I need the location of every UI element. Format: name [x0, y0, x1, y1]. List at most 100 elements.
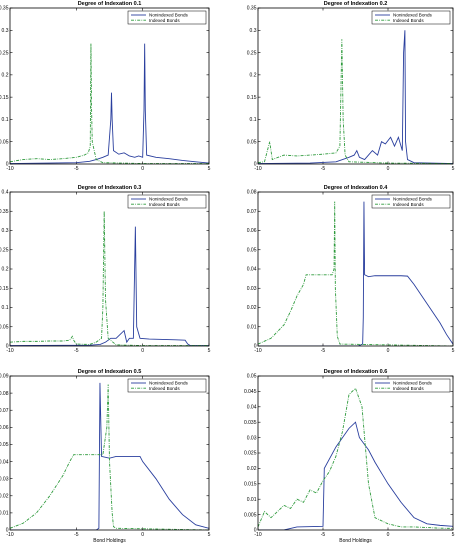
- y-tick-label: 0.02: [247, 466, 257, 472]
- y-tick-label: 0.06: [247, 228, 257, 234]
- y-tick-label: 0.05: [0, 139, 9, 145]
- series-line-nonindexed: [258, 421, 453, 530]
- series-line-nonindexed: [258, 30, 453, 164]
- y-tick-label: 0.3: [2, 28, 9, 34]
- x-tick-label: -5: [321, 166, 326, 172]
- y-tick-label: 0.08: [247, 190, 257, 196]
- x-axis-label: Bond Holdings: [93, 538, 126, 544]
- y-tick-label: 0.06: [0, 425, 9, 431]
- x-tick-label: -5: [74, 532, 79, 538]
- x-tick-label: -10: [6, 166, 13, 172]
- y-tick-label: 0.035: [244, 420, 257, 426]
- legend-label: Indexed Bonds: [149, 18, 180, 23]
- series-line-indexed: [10, 43, 209, 164]
- y-tick-label: 0.2: [2, 73, 9, 79]
- y-tick-label: 0.15: [247, 95, 257, 101]
- y-tick-label: 0.3: [250, 28, 257, 34]
- y-tick-label: 0.01: [0, 511, 9, 517]
- y-tick-label: 0.04: [247, 405, 257, 411]
- y-tick-label: 0.15: [0, 286, 9, 292]
- chart-title: Degree of Indexation 0.2: [324, 1, 388, 7]
- chart-title: Degree of Indexation 0.3: [78, 185, 142, 191]
- legend-label: Nonindexed Bonds: [393, 381, 433, 386]
- x-tick-label: 5: [452, 532, 455, 538]
- y-tick-label: 0.05: [247, 247, 257, 253]
- y-tick-label: 0.05: [0, 442, 9, 448]
- chart-title: Degree of Indexation 0.1: [78, 1, 142, 7]
- y-tick-label: 0.07: [247, 209, 257, 215]
- y-tick-label: 0: [254, 162, 257, 168]
- x-axis-label: Bond Holdings: [339, 538, 372, 544]
- y-tick-label: 0.09: [0, 374, 9, 380]
- y-tick-label: 0.01: [247, 497, 257, 503]
- plot-frame: [257, 375, 454, 531]
- series-line-indexed: [10, 384, 209, 530]
- y-tick-label: 0.03: [0, 476, 9, 482]
- legend-label: Nonindexed Bonds: [149, 13, 189, 18]
- legend-label: Nonindexed Bonds: [149, 381, 189, 386]
- y-tick-label: 0.03: [247, 286, 257, 292]
- y-tick-label: 0.1: [250, 117, 257, 123]
- series-line-indexed: [258, 39, 453, 164]
- x-tick-label: 5: [208, 348, 211, 354]
- chart-panel-3: Degree of Indexation 0.3 0 0.05 0.1 0.15 0.2 0…: [0, 185, 211, 354]
- y-tick-label: 0.4: [2, 190, 9, 196]
- y-tick-label: 0.15: [0, 95, 9, 101]
- y-tick-label: 0.015: [244, 482, 257, 488]
- legend-label: Indexed Bonds: [393, 18, 424, 23]
- series-line-indexed: [258, 387, 453, 529]
- x-tick-label: 0: [387, 166, 390, 172]
- y-tick-label: 0: [6, 162, 9, 168]
- plot-frame: [9, 375, 210, 531]
- y-tick-label: 0.25: [0, 247, 9, 253]
- legend-label: Indexed Bonds: [393, 202, 424, 207]
- x-tick-label: 0: [141, 348, 144, 354]
- x-tick-label: 0: [141, 166, 144, 172]
- y-tick-label: 0.02: [247, 305, 257, 311]
- y-tick-label: 0.35: [247, 6, 257, 12]
- series-line-indexed: [10, 211, 209, 346]
- x-tick-label: 0: [387, 532, 390, 538]
- y-tick-label: 0.08: [0, 391, 9, 397]
- y-tick-label: 0.05: [247, 374, 257, 380]
- y-tick-label: 0.01: [247, 324, 257, 330]
- legend-label: Indexed Bonds: [149, 386, 180, 391]
- x-tick-label: 5: [208, 166, 211, 172]
- y-tick-label: 0.05: [0, 324, 9, 330]
- y-tick-label: 0.35: [0, 6, 9, 12]
- series-line-nonindexed: [10, 382, 209, 530]
- chart-panel-1: Degree of Indexation 0.1 0 0.05 0.1 0.15 0.2 0…: [0, 1, 211, 172]
- x-tick-label: -5: [74, 348, 79, 354]
- y-tick-label: 0.04: [0, 459, 9, 465]
- x-tick-label: 5: [452, 348, 455, 354]
- y-tick-label: 0.03: [247, 435, 257, 441]
- chart-title: Degree of Indexation 0.4: [324, 185, 389, 191]
- series-line-indexed: [258, 201, 453, 346]
- legend-label: Nonindexed Bonds: [393, 13, 433, 18]
- y-tick-label: 0: [6, 528, 9, 534]
- x-tick-label: -10: [6, 348, 13, 354]
- x-tick-label: -5: [321, 532, 326, 538]
- y-tick-label: 0.025: [244, 451, 257, 457]
- y-tick-label: 0.25: [247, 50, 257, 56]
- plot-frame: [9, 7, 210, 165]
- legend-label: Nonindexed Bonds: [149, 197, 189, 202]
- chart-title: Degree of Indexation 0.6: [324, 369, 388, 375]
- y-tick-label: 0.045: [244, 389, 257, 395]
- chart-panel-4: Degree of Indexation 0.4 0 0.01 0.02 0.03 0.0…: [247, 185, 455, 354]
- y-tick-label: 0.1: [2, 305, 9, 311]
- plot-frame: [257, 191, 454, 347]
- chart-title: Degree of Indexation 0.5: [78, 369, 142, 375]
- legend-label: Indexed Bonds: [149, 202, 180, 207]
- y-tick-label: 0.02: [0, 493, 9, 499]
- legend-label: Nonindexed Bonds: [393, 197, 433, 202]
- y-tick-label: 0.05: [247, 139, 257, 145]
- plot-frame: [9, 191, 210, 347]
- chart-panel-2: Degree of Indexation 0.2 0 0.05 0.1 0.15 0.2 0…: [247, 1, 455, 172]
- y-tick-label: 0.2: [2, 267, 9, 273]
